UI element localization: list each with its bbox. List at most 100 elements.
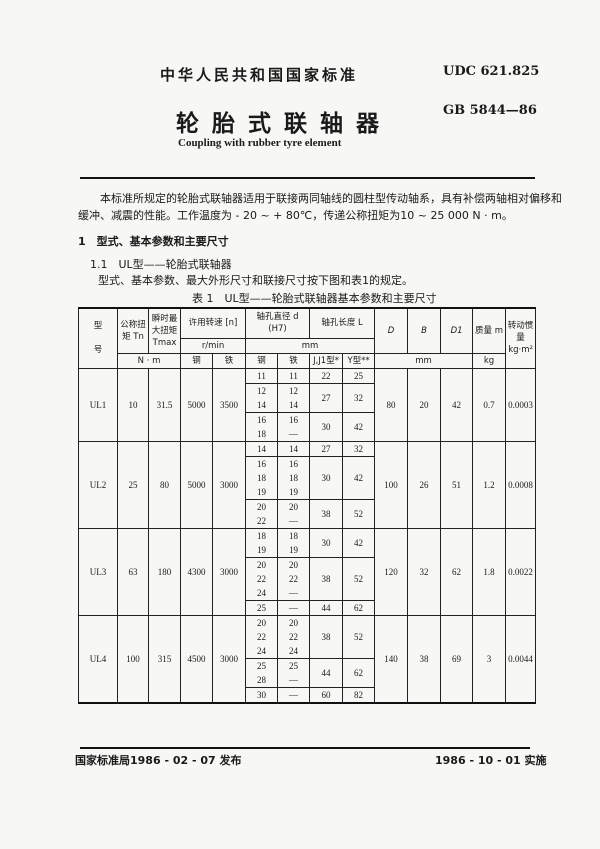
- bore-iron-cell: —: [277, 599, 311, 616]
- length-j-cell: 38: [309, 614, 344, 659]
- table-row: 28—: [79, 672, 536, 688]
- bore-steel-cell: 18: [245, 527, 279, 543]
- table-row: 19 19: [79, 484, 536, 500]
- bore-steel-cell: 22: [245, 513, 279, 529]
- bore-steel-cell: 16: [245, 455, 279, 471]
- table-caption: 表 1 UL型——轮胎式联轴器基本参数和主要尺寸: [192, 292, 437, 305]
- length-j-cell: 44: [309, 599, 344, 616]
- mass-cell: 1.2: [472, 440, 507, 529]
- header-steel-bore: 钢: [245, 352, 279, 369]
- bore-iron-cell: —: [277, 686, 311, 703]
- parameters-table: 型 号 公称扭矩 Tn 瞬时最大扭矩 Tmax 许用转速 [n] 轴孔直径 d …: [78, 307, 537, 704]
- b-cell: 26: [407, 440, 442, 529]
- header-steel-speed: 钢: [180, 352, 213, 369]
- length-y-cell: 32: [342, 440, 376, 457]
- bore-steel-cell: 24: [245, 643, 279, 659]
- header-l-j: J,J1型*: [309, 352, 344, 369]
- header-speed: 许用转速 [n]: [179, 307, 247, 339]
- length-j-cell: 38: [309, 556, 344, 601]
- header-tmax: 瞬时最大扭矩 Tmax: [148, 307, 181, 354]
- bore-steel-cell: 22: [245, 629, 279, 644]
- length-y-cell: 62: [342, 657, 376, 688]
- length-j-cell: 27: [309, 382, 344, 413]
- speed-iron-cell: 3000: [211, 527, 247, 616]
- table-row: 24—: [79, 585, 536, 601]
- bore-iron-cell: 20: [277, 614, 311, 630]
- mass-cell: 3: [472, 614, 507, 703]
- unit-mm: mm: [245, 337, 376, 354]
- length-j-cell: 30: [309, 527, 344, 558]
- table-row: UL3 63 180 4300 3000 18 18 30 42 120 32 62 1.8 0.0022: [78, 527, 537, 616]
- table-row: 18—: [79, 426, 536, 442]
- udc-number: UDC 621.825: [443, 64, 540, 79]
- length-y-cell: 52: [342, 556, 376, 601]
- mass-cell: 1.8: [472, 527, 507, 616]
- bore-steel-cell: 28: [245, 672, 279, 688]
- bore-steel-cell: 18: [245, 426, 279, 442]
- tmax-cell: 31.5: [148, 367, 181, 442]
- table-row: 20 20 38 52: [79, 498, 536, 529]
- effective-date: 1986 - 10 - 01 实施: [435, 754, 547, 767]
- bore-iron-cell: —: [277, 426, 311, 442]
- bore-steel-cell: 14: [245, 440, 279, 457]
- bore-iron-cell: 19: [277, 542, 311, 558]
- section-1-heading: 1 型式、基本参数和主要尺寸: [78, 235, 229, 248]
- bore-steel-cell: 25: [245, 599, 279, 616]
- speed-iron-cell: 3000: [211, 440, 247, 529]
- document-title: 轮胎式联轴器: [176, 111, 392, 137]
- length-y-cell: 42: [342, 527, 376, 558]
- bore-iron-cell: 20: [277, 498, 311, 514]
- bore-iron-cell: 16: [277, 455, 311, 471]
- bore-iron-cell: 12: [277, 382, 311, 398]
- b-cell: 38: [407, 614, 442, 703]
- header-mass: 质量 m: [472, 307, 507, 354]
- length-j-cell: 60: [309, 686, 344, 703]
- tn-cell: 63: [117, 527, 149, 616]
- bore-iron-cell: 22: [277, 629, 311, 644]
- bore-iron-cell: 22: [277, 571, 311, 586]
- table-row: UL4 100 315 4500 3000 20 20 38 52 140 38 69 3 0.0044: [78, 614, 537, 703]
- speed-steel-cell: 5000: [180, 440, 213, 529]
- tn-cell: 100: [117, 614, 149, 703]
- b-cell: 20: [407, 367, 442, 442]
- length-j-cell: 30: [309, 455, 344, 500]
- bore-iron-cell: 14: [277, 440, 311, 457]
- table-row: 22 22: [79, 571, 536, 586]
- table-row: 20 20 38 52: [79, 556, 536, 601]
- header-D1: D1: [440, 307, 474, 354]
- header-divider: [80, 177, 535, 179]
- standard-name: 中华人民共和国国家标准: [160, 66, 359, 84]
- bore-iron-cell: 24: [277, 643, 311, 659]
- model-cell: UL4: [78, 614, 118, 703]
- bore-steel-cell: 19: [245, 484, 279, 500]
- intro-line-2: 缓冲、减震的性能。工作温度为 - 20 ~ + 80℃，传递公称扭矩为10 ~ …: [78, 209, 513, 222]
- d-cell: 120: [374, 527, 409, 616]
- bore-steel-cell: 20: [245, 556, 279, 572]
- table-row: 19 19: [79, 542, 536, 558]
- header-bore-l: 轴孔长度 L: [309, 307, 376, 339]
- bore-steel-cell: 11: [245, 367, 279, 384]
- unit-mm-dims: mm: [374, 352, 474, 369]
- english-title: Coupling with rubber tyre element: [178, 137, 342, 149]
- bore-iron-cell: 14: [277, 397, 311, 413]
- length-j-cell: 44: [309, 657, 344, 688]
- bore-iron-cell: —: [277, 585, 311, 601]
- length-y-cell: 52: [342, 498, 376, 529]
- unit-rmin: r/min: [179, 337, 247, 354]
- length-y-cell: 42: [342, 455, 376, 500]
- bore-steel-cell: 19: [245, 542, 279, 558]
- speed-steel-cell: 5000: [180, 367, 213, 442]
- bore-iron-cell: 16: [277, 411, 311, 427]
- bore-iron-cell: 11: [277, 367, 311, 384]
- b-cell: 32: [407, 527, 442, 616]
- header-model: 型 号: [78, 307, 118, 369]
- gb-number: GB 5844—86: [443, 103, 537, 118]
- inertia-cell: 0.0003: [505, 367, 537, 442]
- bore-iron-cell: 18: [277, 470, 311, 485]
- table-row: 22 22: [79, 629, 536, 644]
- table-row: UL2 25 80 5000 3000 14 14 27 32 100 26 51 1.2 0.0008: [78, 440, 537, 529]
- table-row: 16 16 30 42: [79, 455, 536, 500]
- header-tn: 公称扭矩 Tn: [117, 307, 149, 354]
- length-y-cell: 62: [342, 599, 376, 616]
- section-1-1-heading: 1.1 UL型——轮胎式联轴器: [90, 258, 232, 271]
